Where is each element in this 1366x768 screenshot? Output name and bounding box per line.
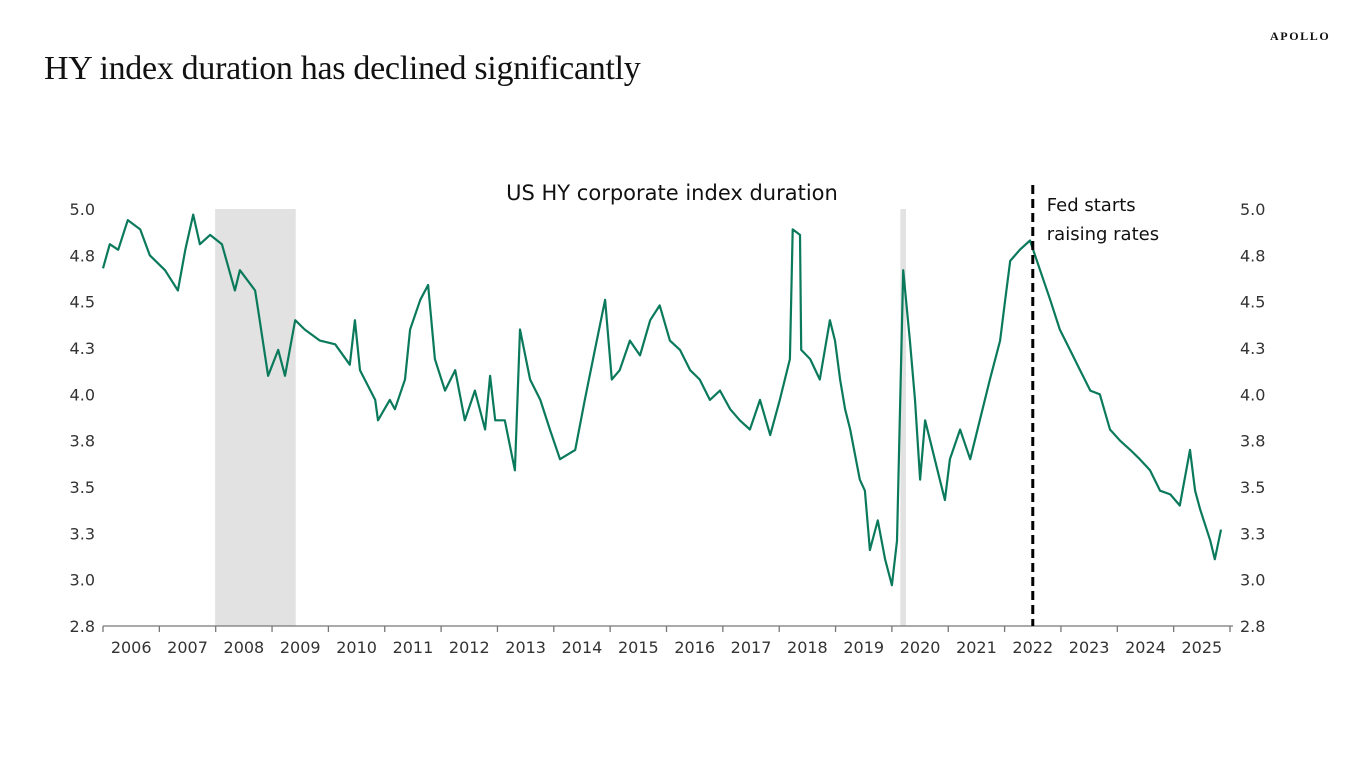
y-tick-label-right: 2.8	[1240, 617, 1265, 636]
x-tick-label: 2021	[956, 638, 997, 657]
x-tick-label: 2020	[900, 638, 941, 657]
x-tick-label: 2023	[1069, 638, 1110, 657]
y-tick-label-left: 3.5	[70, 478, 95, 497]
chart-title: US HY corporate index duration	[506, 181, 838, 205]
x-tick-label: 2013	[505, 638, 546, 657]
x-tick-label: 2019	[843, 638, 884, 657]
y-tick-label-left: 5.0	[70, 200, 95, 219]
x-tick-label: 2009	[280, 638, 321, 657]
x-tick-label: 2008	[224, 638, 265, 657]
apollo-logo: APOLLO	[1270, 29, 1331, 43]
x-tick-label: 2018	[787, 638, 828, 657]
y-tick-label-left: 3.0	[70, 571, 95, 590]
y-tick-label-left: 3.3	[70, 524, 95, 543]
x-tick-label: 2017	[731, 638, 772, 657]
y-tick-label-right: 5.0	[1240, 200, 1265, 219]
fed-annotation-text: raising rates	[1047, 224, 1159, 245]
recession-shading-group	[215, 209, 906, 626]
x-tick-label: 2022	[1012, 638, 1053, 657]
y-tick-label-right: 4.5	[1240, 293, 1265, 312]
x-tick-label: 2015	[618, 638, 659, 657]
y-tick-label-left: 2.8	[70, 617, 95, 636]
x-tick-label: 2012	[449, 638, 490, 657]
annotation-group: Fed starts raising rates	[1031, 185, 1159, 626]
y-tick-label-right: 3.3	[1240, 524, 1265, 543]
duration-line	[101, 213, 1223, 587]
y-tick-label-right: 4.0	[1240, 385, 1265, 404]
x-tick-label: 2025	[1181, 638, 1222, 657]
x-tick-label: 2010	[336, 638, 377, 657]
y-tick-label-left: 4.0	[70, 385, 95, 404]
recession-shade	[900, 209, 906, 626]
x-tick-label: 2016	[674, 638, 715, 657]
y-tick-label-right: 4.3	[1240, 339, 1265, 358]
recession-shade	[215, 209, 296, 626]
y-tick-label-right: 3.8	[1240, 432, 1265, 451]
y-tick-label-left: 4.5	[70, 293, 95, 312]
x-tick-label: 2011	[393, 638, 434, 657]
y-tick-label-right: 4.8	[1240, 246, 1265, 265]
x-tick-label: 2024	[1125, 638, 1166, 657]
x-tick-label: 2007	[167, 638, 208, 657]
x-tick-label: 2006	[111, 638, 152, 657]
axes: 2006 2007 2008 2009 2010 2011 2012 2013 2014 2015…	[70, 200, 1266, 657]
page-title: HY index duration has declined significa…	[44, 50, 641, 87]
fed-annotation-text: Fed starts	[1047, 195, 1136, 216]
y-tick-label-left: 3.8	[70, 432, 95, 451]
y-tick-label-right: 3.5	[1240, 478, 1265, 497]
y-tick-label-left: 4.8	[70, 246, 95, 265]
series-group	[101, 213, 1223, 587]
y-tick-label-left: 4.3	[70, 339, 95, 358]
y-tick-label-right: 3.0	[1240, 571, 1265, 590]
x-tick-label: 2014	[562, 638, 603, 657]
